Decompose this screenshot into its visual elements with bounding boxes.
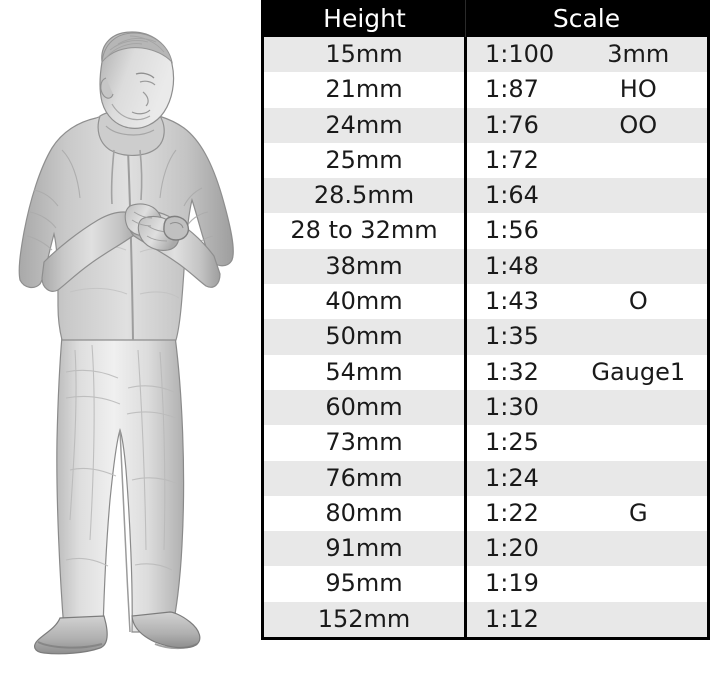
cell-gauge (575, 248, 709, 285)
figurine-image (0, 0, 258, 676)
cell-gauge: 3mm (575, 37, 709, 73)
table-row: 28 to 32mm 1:56 (262, 213, 709, 249)
cell-ratio: 1:100 (465, 37, 576, 73)
cell-height: 60mm (262, 389, 467, 426)
cell-height: 91mm (262, 531, 467, 567)
table-row: 76mm 1:24 (262, 460, 709, 496)
figurine-left-shoe (34, 615, 108, 655)
table-row: 15mm 1:100 3mm (262, 37, 709, 73)
jeans-creases (65, 344, 179, 571)
cell-ratio: 1:43 (465, 284, 576, 320)
cell-height: 40mm (262, 284, 467, 320)
cell-height: 28.5mm (262, 178, 467, 214)
table-row: 24mm 1:76 OO (262, 107, 709, 143)
cell-ratio: 1:22 (465, 495, 576, 532)
left-shoe-sole (37, 641, 103, 649)
table-row: 28.5mm 1:64 (262, 178, 709, 214)
cell-height: 50mm (262, 319, 467, 355)
cell-ratio: 1:87 (465, 72, 576, 108)
table-row: 54mm 1:32 Gauge1 (262, 354, 709, 390)
cell-gauge: G (575, 495, 709, 532)
right-shoe-sole (154, 643, 198, 650)
table-row: 40mm 1:43 O (262, 284, 709, 320)
hood-fold (105, 125, 155, 136)
table-row: 60mm 1:30 (262, 389, 709, 426)
table-row: 38mm 1:48 (262, 248, 709, 285)
figurine-ear (100, 77, 114, 99)
table-row: 91mm 1:20 (262, 531, 709, 567)
cell-ratio: 1:30 (465, 389, 576, 426)
table-body: 15mm 1:100 3mm 21mm 1:87 HO 24mm 1:76 OO… (262, 37, 709, 639)
figurine-brow (135, 72, 155, 79)
cell-ratio: 1:64 (465, 178, 576, 214)
figurine-wristwatch (163, 215, 190, 241)
cell-height: 95mm (262, 566, 467, 602)
cell-ratio: 1:72 (465, 142, 576, 179)
cell-gauge (575, 213, 709, 249)
cell-gauge (575, 531, 709, 567)
table-row: 80mm 1:22 G (262, 495, 709, 532)
figurine-nose (142, 91, 149, 107)
hoodie-drawstring-left (110, 149, 115, 205)
table-row: 95mm 1:19 (262, 566, 709, 602)
cell-height: 152mm (262, 601, 467, 639)
figurine-mouth (131, 109, 151, 115)
figurine-jawline (111, 103, 151, 121)
cell-ratio: 1:48 (465, 248, 576, 285)
cell-gauge (575, 460, 709, 496)
cell-gauge (575, 178, 709, 214)
figurine-hair (101, 32, 173, 64)
cell-ratio: 1:32 (465, 354, 576, 390)
cell-gauge: HO (575, 72, 709, 108)
cell-gauge: O (575, 284, 709, 320)
cell-gauge (575, 319, 709, 355)
cell-ratio: 1:12 (465, 601, 576, 639)
cell-height: 21mm (262, 72, 467, 108)
table-row: 21mm 1:87 HO (262, 72, 709, 108)
hoodie-drawstring-right (139, 149, 143, 201)
cell-ratio: 1:35 (465, 319, 576, 355)
figurine-eye (139, 80, 156, 86)
cell-height: 54mm (262, 354, 467, 390)
column-header-height: Height (262, 0, 466, 37)
cell-height: 28 to 32mm (262, 213, 467, 249)
finger-lines (131, 211, 169, 242)
cell-gauge: OO (575, 107, 709, 143)
cell-gauge (575, 566, 709, 602)
cell-height: 15mm (262, 37, 467, 73)
cell-ratio: 1:76 (465, 107, 576, 143)
cell-height: 25mm (262, 142, 467, 179)
figurine-right-shoe (131, 611, 201, 649)
cell-height: 38mm (262, 248, 467, 285)
figurine-vector (18, 31, 234, 655)
cell-ratio: 1:19 (465, 566, 576, 602)
cell-ratio: 1:25 (465, 425, 576, 461)
cell-gauge (575, 425, 709, 461)
table-row: 50mm 1:35 (262, 319, 709, 355)
cell-height: 80mm (262, 495, 467, 532)
cell-height: 24mm (262, 107, 467, 143)
table-header-row: Height Scale (262, 0, 709, 37)
table-row: 25mm 1:72 (262, 142, 709, 179)
cell-gauge (575, 601, 709, 639)
watch-face-highlight (169, 222, 184, 229)
figurine-head (99, 31, 175, 129)
hair-strands (105, 35, 165, 59)
column-header-scale: Scale (465, 0, 709, 37)
height-scale-table: Height Scale 15mm 1:100 3mm 21mm 1:87 HO… (261, 0, 711, 641)
table-header: Height Scale (262, 0, 709, 37)
cell-height: 73mm (262, 425, 467, 461)
jeans-inseam (119, 429, 131, 633)
cell-ratio: 1:24 (465, 460, 576, 496)
table-row: 73mm 1:25 (262, 425, 709, 461)
cell-gauge: Gauge1 (575, 354, 709, 390)
cell-gauge (575, 389, 709, 426)
cell-gauge (575, 142, 709, 179)
cell-ratio: 1:56 (465, 213, 576, 249)
cell-height: 76mm (262, 460, 467, 496)
cell-ratio: 1:20 (465, 531, 576, 567)
table-row: 152mm 1:12 (262, 601, 709, 639)
